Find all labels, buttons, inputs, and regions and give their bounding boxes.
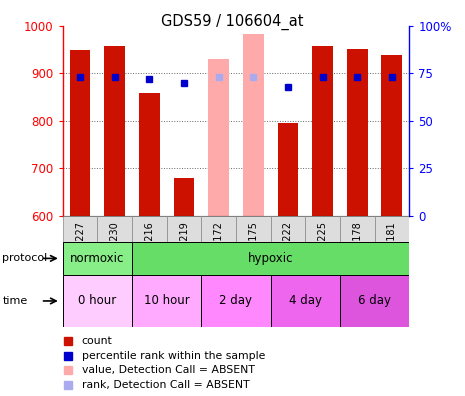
Bar [70,50,91,216]
Bar [167,216,201,273]
Bar [132,275,201,327]
Text: GSM1216: GSM1216 [144,221,154,268]
Text: GSM4175: GSM4175 [248,221,259,268]
Bar [132,242,409,275]
Bar [381,55,402,216]
Text: GSM1222: GSM1222 [283,221,293,268]
Bar [312,46,333,216]
Text: count: count [82,336,113,346]
Text: percentile rank within the sample: percentile rank within the sample [82,350,265,361]
Bar [104,46,125,216]
Bar [63,275,132,327]
Bar [271,216,305,273]
Bar [236,216,271,273]
Text: 4 day: 4 day [289,295,322,307]
Bar [139,93,160,216]
Bar [340,275,409,327]
Text: 2 day: 2 day [219,295,252,307]
Bar [98,216,132,273]
Text: rank, Detection Call = ABSENT: rank, Detection Call = ABSENT [82,380,249,390]
Text: value, Detection Call = ABSENT: value, Detection Call = ABSENT [82,366,255,375]
Text: GSM1227: GSM1227 [75,221,85,268]
Bar [340,216,374,273]
Text: time: time [2,296,27,306]
Text: GSM4178: GSM4178 [352,221,362,268]
Bar [347,49,368,216]
Text: protocol: protocol [2,253,47,263]
Text: normoxic: normoxic [70,252,125,265]
Bar [243,34,264,216]
Text: 6 day: 6 day [358,295,391,307]
Bar [132,216,166,273]
Bar [201,216,236,273]
Text: GSM1225: GSM1225 [318,221,328,268]
Bar [208,59,229,216]
Bar [305,216,340,273]
Bar [201,275,271,327]
Text: hypoxic: hypoxic [248,252,293,265]
Bar [271,275,340,327]
Bar [375,216,409,273]
Text: GSM1219: GSM1219 [179,221,189,268]
Bar [63,242,132,275]
Bar [63,216,98,273]
Text: 10 hour: 10 hour [144,295,190,307]
Text: 0 hour: 0 hour [78,295,117,307]
Bar [278,123,299,216]
Bar [173,178,194,216]
Text: GSM4172: GSM4172 [213,221,224,268]
Text: GDS59 / 106604_at: GDS59 / 106604_at [161,14,304,30]
Text: GSM1230: GSM1230 [110,221,120,268]
Text: GSM4181: GSM4181 [387,221,397,268]
